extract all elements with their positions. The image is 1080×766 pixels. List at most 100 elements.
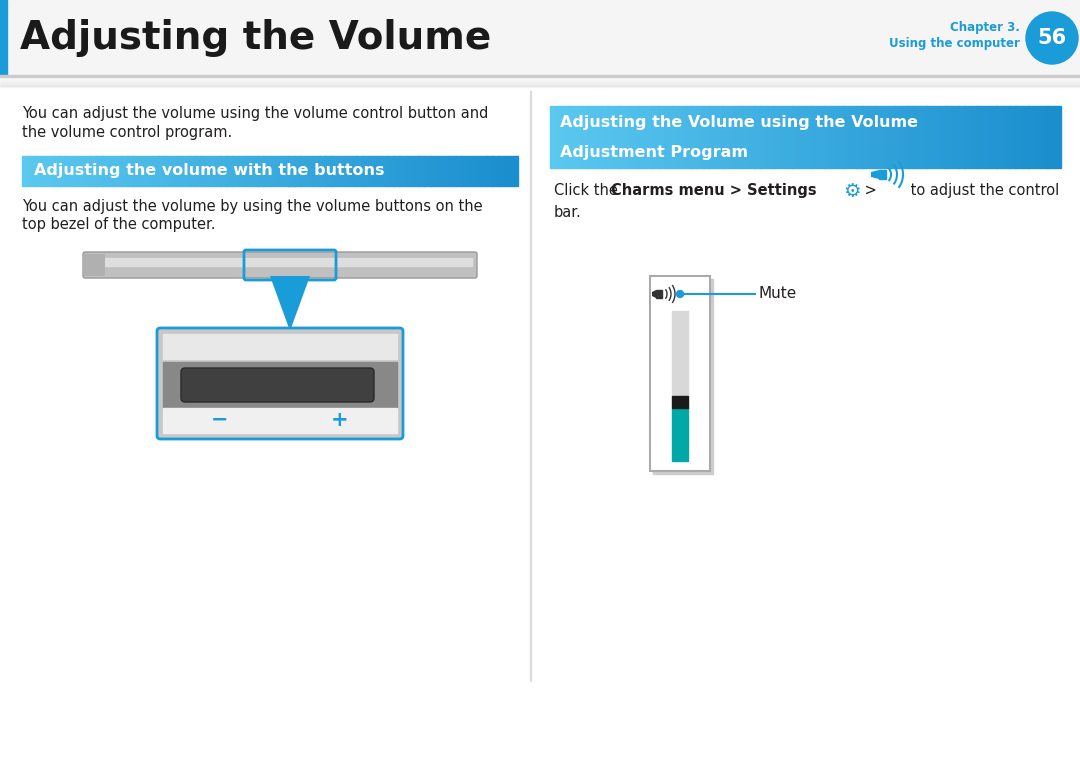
Bar	[0, 75, 1080, 77]
Bar	[28, 156, 35, 186]
Bar	[133, 156, 140, 186]
Bar	[0, 85, 1080, 86]
Bar	[639, 106, 646, 168]
Bar	[1009, 106, 1016, 168]
Bar	[672, 396, 688, 408]
Bar	[569, 106, 576, 168]
Bar	[0, 0, 1080, 75]
Bar	[368, 156, 375, 186]
Bar	[697, 106, 703, 168]
Bar	[780, 106, 786, 168]
Bar	[633, 106, 639, 168]
Bar	[418, 156, 424, 186]
Text: +: +	[332, 410, 349, 430]
Bar	[0, 83, 1080, 84]
Bar	[163, 408, 397, 433]
Bar	[121, 156, 127, 186]
Bar	[653, 279, 713, 474]
Bar	[607, 106, 615, 168]
Bar	[381, 156, 388, 186]
Bar	[264, 156, 270, 186]
Bar	[672, 408, 688, 461]
Bar	[656, 290, 662, 298]
Bar	[894, 106, 901, 168]
Bar	[907, 106, 914, 168]
Text: top bezel of the computer.: top bezel of the computer.	[22, 217, 216, 232]
Bar	[59, 156, 66, 186]
Bar	[449, 156, 456, 186]
Bar	[41, 156, 48, 186]
Bar	[818, 106, 825, 168]
Bar	[0, 86, 1080, 87]
Bar	[343, 156, 350, 186]
Text: Adjustment Program: Adjustment Program	[561, 145, 748, 159]
Bar	[582, 106, 589, 168]
FancyBboxPatch shape	[157, 328, 403, 439]
Bar	[1015, 106, 1023, 168]
Bar	[659, 106, 665, 168]
Bar	[914, 106, 920, 168]
Bar	[646, 106, 652, 168]
Bar	[424, 156, 431, 186]
Bar	[773, 106, 780, 168]
Bar	[393, 156, 400, 186]
Bar	[461, 156, 468, 186]
Bar	[798, 106, 806, 168]
Bar	[811, 106, 819, 168]
Bar	[177, 156, 184, 186]
Bar	[307, 156, 313, 186]
Bar	[163, 362, 397, 408]
Bar	[0, 84, 1080, 85]
Bar	[734, 106, 742, 168]
Bar	[996, 106, 1003, 168]
Bar	[164, 156, 171, 186]
Bar	[114, 156, 121, 186]
Bar	[793, 106, 799, 168]
Bar	[400, 156, 406, 186]
Bar	[207, 156, 214, 186]
Bar	[288, 156, 295, 186]
Bar	[881, 106, 889, 168]
Bar	[163, 334, 397, 359]
Bar	[843, 106, 850, 168]
Bar	[226, 156, 233, 186]
Bar	[245, 156, 252, 186]
Bar	[710, 106, 716, 168]
Bar	[492, 156, 499, 186]
FancyBboxPatch shape	[83, 252, 477, 278]
Bar	[84, 156, 91, 186]
Bar	[600, 106, 608, 168]
Bar	[747, 106, 755, 168]
Bar	[690, 106, 697, 168]
Bar	[430, 156, 437, 186]
Bar	[152, 156, 159, 186]
Bar	[1041, 106, 1048, 168]
Bar	[677, 106, 685, 168]
Bar	[932, 106, 940, 168]
Bar	[613, 106, 621, 168]
Bar	[499, 156, 505, 186]
Bar	[875, 106, 882, 168]
Bar	[831, 106, 837, 168]
Bar	[620, 106, 627, 168]
Bar	[0, 82, 1080, 83]
Bar	[103, 156, 109, 186]
Bar	[958, 106, 964, 168]
Bar	[824, 106, 831, 168]
Bar	[87, 258, 472, 266]
Bar	[319, 156, 326, 186]
Bar	[550, 106, 557, 168]
Bar	[939, 106, 946, 168]
Text: the volume control program.: the volume control program.	[22, 125, 232, 140]
Bar	[837, 106, 843, 168]
Bar	[786, 106, 793, 168]
Bar	[684, 106, 691, 168]
Bar	[990, 106, 997, 168]
Bar	[1054, 106, 1061, 168]
Text: Using the computer: Using the computer	[889, 38, 1020, 51]
Bar	[1048, 106, 1054, 168]
Bar	[964, 106, 971, 168]
Bar	[96, 156, 103, 186]
Bar	[1002, 106, 1010, 168]
Bar	[805, 106, 812, 168]
